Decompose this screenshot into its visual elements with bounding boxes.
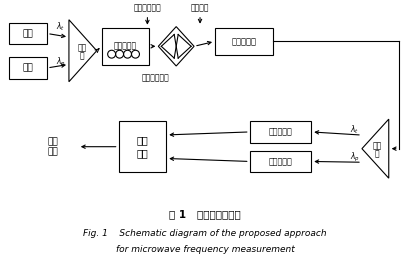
Text: $\lambda_t$: $\lambda_t$	[56, 21, 65, 33]
Polygon shape	[69, 20, 97, 82]
Text: 器: 器	[80, 51, 84, 60]
Text: 光源: 光源	[23, 29, 34, 38]
FancyBboxPatch shape	[250, 121, 311, 143]
Text: 合波: 合波	[373, 141, 382, 150]
Text: 光强度调制器: 光强度调制器	[141, 74, 169, 83]
Text: 光子滤波器: 光子滤波器	[231, 37, 256, 46]
FancyBboxPatch shape	[9, 57, 47, 79]
Text: 射频信号输入: 射频信号输入	[134, 3, 161, 12]
Text: 图 1   瞬时测频原理图: 图 1 瞬时测频原理图	[169, 210, 241, 220]
Text: 器: 器	[375, 149, 380, 158]
Text: 频率
输出: 频率 输出	[48, 137, 58, 157]
FancyBboxPatch shape	[102, 28, 149, 65]
Polygon shape	[362, 119, 389, 178]
Text: 光电探测器: 光电探测器	[269, 157, 292, 166]
Polygon shape	[158, 27, 194, 66]
Text: 光电探测器: 光电探测器	[269, 127, 292, 136]
Text: Fig. 1    Schematic diagram of the proposed approach: Fig. 1 Schematic diagram of the proposed…	[83, 229, 327, 238]
FancyBboxPatch shape	[119, 121, 166, 172]
Text: for microwave frequency measurement: for microwave frequency measurement	[115, 245, 294, 254]
Text: 信号
处理: 信号 处理	[136, 135, 148, 158]
FancyBboxPatch shape	[215, 28, 272, 55]
Text: 合波: 合波	[77, 43, 86, 52]
Text: 光源: 光源	[23, 63, 34, 73]
Text: $\lambda_p$: $\lambda_p$	[56, 55, 66, 68]
Text: 偏置电压: 偏置电压	[191, 3, 209, 12]
Text: 偏置控制器: 偏置控制器	[114, 42, 137, 51]
FancyBboxPatch shape	[9, 23, 47, 44]
Text: $\lambda_p$: $\lambda_p$	[350, 151, 360, 164]
FancyBboxPatch shape	[250, 151, 311, 172]
Text: $\lambda_t$: $\lambda_t$	[351, 123, 360, 136]
